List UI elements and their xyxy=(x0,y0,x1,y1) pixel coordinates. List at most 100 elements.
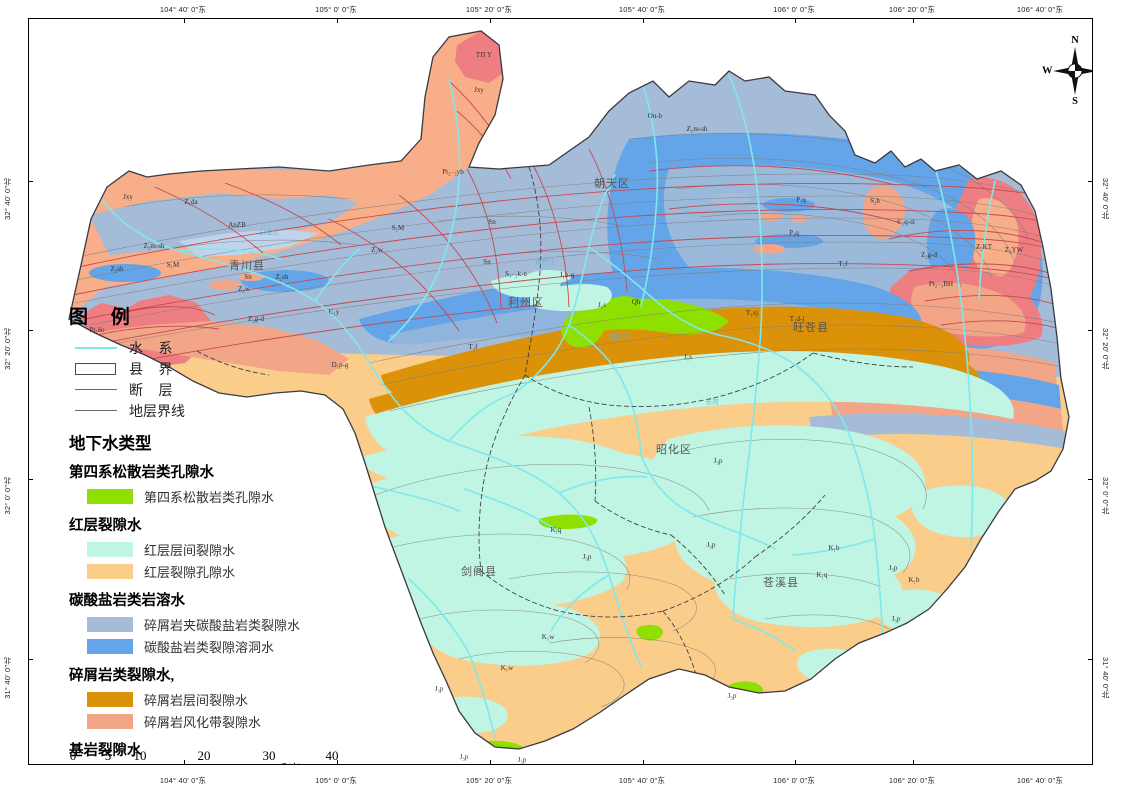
geology-unit-label-8: Z₂sh xyxy=(276,273,289,281)
legend-line-water: 水 系 xyxy=(69,338,319,358)
place-name-label-2: 利州区 xyxy=(508,296,544,309)
lat-label-left-0: 32° 40' 0"北 xyxy=(3,178,12,220)
geology-unit-label-18: Sn xyxy=(483,258,491,266)
geology-unit-label-45: J₃p xyxy=(889,564,898,572)
geology-unit-label-35: Z₂g-d xyxy=(921,251,938,259)
lon-label-bottom-1: 105° 0' 0"东 xyxy=(315,776,357,785)
geology-unit-label-19: S₁₋₂k-n xyxy=(505,270,527,278)
geology-unit-label-53: J₃p xyxy=(728,692,737,700)
legend-item-carbonate-karst: 碳酸盐岩类裂隙溶洞水 xyxy=(69,635,319,657)
geology-unit-label-40: J₃p xyxy=(583,553,592,561)
lon-label-top-0: 104° 40' 0"东 xyxy=(159,5,207,14)
legend-item-label-2-0: 碎屑岩夹碳酸盐岩类裂隙水 xyxy=(144,617,301,633)
geology-unit-label-41: J₃p xyxy=(714,457,723,465)
lon-label-top-6: 106° 40' 0"东 xyxy=(1016,5,1064,14)
geology-unit-label-14: D₁p-g xyxy=(332,361,349,369)
legend-title: 图 例 xyxy=(69,307,139,328)
geology-unit-label-10: Z₂sh xyxy=(111,265,124,273)
swatch-carbonate-karst xyxy=(87,638,133,654)
legend-item-clastic-weathered: 碎屑岩风化带裂隙水 xyxy=(69,710,319,732)
legend-item-label-1-0: 红层层间裂隙水 xyxy=(144,542,236,558)
scale-tick-0: 0 xyxy=(69,748,77,763)
lat-label-right-2: 32° 0' 0"北 xyxy=(1101,477,1110,515)
compass-west-label: W xyxy=(1042,65,1053,77)
lon-label-top-5: 106° 20' 0"东 xyxy=(888,5,936,14)
legend-line-fault: 断 层 xyxy=(69,380,319,400)
legend-item-label-3-0: 碎屑岩层间裂隙水 xyxy=(144,692,249,708)
scale-bar: 0 5 10 20 30 40 千米 xyxy=(69,748,339,764)
geology-unit-label-11: Є₁y xyxy=(329,308,340,316)
river-name-label-3: 东河 xyxy=(706,397,720,406)
river-network xyxy=(90,74,996,738)
legend-item-label-4-0: 变质岩裂隙水 xyxy=(144,765,222,766)
scale-bar-unit: 千米 xyxy=(275,759,301,764)
legend-line-county: 县 界 xyxy=(69,359,319,379)
geology-unit-label-6: Z₂m-sh xyxy=(144,242,165,250)
legend-item-clastic-carbonate: 碎屑岩夹碳酸盐岩类裂隙水 xyxy=(69,613,319,635)
river-name-label-4: 清江河 xyxy=(819,302,839,311)
legend-group-heading-0: 第四系松散岩类孔隙水 xyxy=(69,465,214,481)
river-name-label-1: 青竹江 xyxy=(535,257,555,266)
geology-unit-label-20: Sn xyxy=(244,273,252,281)
legend-line-stratum-label: 地层界线 xyxy=(129,405,185,420)
geology-unit-label-43: K₁b xyxy=(829,544,840,552)
scale-tick-3: 20 xyxy=(197,748,211,763)
map-neatline: TΠ Y Jxy Jxy Z₁da AnZB Pt₂₋₃yb Z₂m-sh S₁M Z₂sh Z₂… xyxy=(28,18,1093,765)
geology-unit-label-48: K₁w xyxy=(501,664,514,672)
swatch-redlayer-fissurepore xyxy=(87,563,133,579)
geology-unit-label-17: Sn xyxy=(488,218,496,226)
geology-unit-label-1: Jxy xyxy=(474,86,484,94)
map-canvas: TΠ Y Jxy Jxy Z₁da AnZB Pt₂₋₃yb Z₂m-sh S₁M Z₂sh Z₂… xyxy=(68,30,1070,764)
stratum-line-icon xyxy=(73,404,119,418)
geology-unit-label-25: J₁s xyxy=(684,353,692,361)
geology-unit-label-32: T₁xj xyxy=(746,309,758,317)
county-outline xyxy=(68,30,1070,750)
legend-line-stratum: 地层界线 xyxy=(69,401,319,421)
county-boundaries xyxy=(196,166,914,688)
geology-unit-label-51: J₃p xyxy=(460,753,469,761)
compass-north-label: N xyxy=(1071,35,1079,46)
place-name-label-4: 昭化区 xyxy=(656,442,692,456)
lon-label-top-3: 105° 40' 0"东 xyxy=(618,5,666,14)
place-name-label-5: 剑阁县 xyxy=(461,564,497,578)
water-line-icon xyxy=(73,341,119,355)
legend-item-quaternary-pore: 第四系松散岩类孔隙水 xyxy=(69,485,319,507)
legend-line-water-label: 水 系 xyxy=(129,342,179,357)
geology-unit-label-38: Pt₂₋₃BH xyxy=(929,280,953,288)
geology-unit-label-29: P₁q xyxy=(789,229,799,237)
place-name-label-1: 朝天区 xyxy=(594,177,630,190)
geology-unit-label-23: J₁s xyxy=(598,301,606,309)
scale-tick-1: 5 xyxy=(104,748,112,763)
geology-unit-label-49: K₁w xyxy=(542,633,555,641)
geology-unit-label-2: Jxy xyxy=(123,193,133,201)
geology-unit-label-21: T₁f xyxy=(468,343,478,351)
geology-unit-label-3: Z₁da xyxy=(184,198,198,206)
legend-line-county-label: 县 界 xyxy=(129,363,179,378)
geology-unit-label-13: Z₂g-d xyxy=(248,315,265,323)
geology-unit-label-22: J₁b-q xyxy=(560,271,575,279)
geology-unit-label-37: Z₂YW xyxy=(1005,246,1024,254)
lat-label-left-2: 32° 0' 0"北 xyxy=(3,477,12,515)
geology-unit-label-30: S₂h xyxy=(870,197,880,205)
lon-label-bottom-6: 106° 40' 0"东 xyxy=(1016,776,1064,785)
geology-unit-label-52: J₃p xyxy=(518,756,527,764)
lat-label-right-1: 32° 20' 0"北 xyxy=(1101,328,1110,370)
compass-rose: N S W E xyxy=(1042,35,1092,107)
legend-item-redlayer-interbed: 红层层间裂隙水 xyxy=(69,538,319,560)
swatch-quaternary-pore xyxy=(87,488,133,504)
geology-unit-label-15: S₁M xyxy=(392,224,405,232)
geology-unit-label-36: Z₂KT xyxy=(976,243,993,251)
geology-unit-label-31: T₁f xyxy=(838,260,848,268)
geology-unit-label-50: J₃p xyxy=(435,685,444,693)
lon-label-bottom-0: 104° 40' 0"东 xyxy=(159,776,207,785)
place-name-label-6: 苍溪县 xyxy=(763,576,799,589)
geology-unit-label-44: K₁q xyxy=(817,571,828,579)
geology-unit-label-39: K₁q xyxy=(551,526,562,534)
geology-unit-label-47: J₃p xyxy=(892,615,901,623)
scale-tick-2: 10 xyxy=(133,748,147,763)
geology-unit-label-5: Pt₂₋₃yb xyxy=(442,168,464,176)
geology-unit-label-9: Z₂w xyxy=(238,285,251,293)
legend-group-heading-2: 碳酸盐岩类岩溶水 xyxy=(69,593,185,609)
geology-unit-label-26: On-b xyxy=(648,112,663,120)
